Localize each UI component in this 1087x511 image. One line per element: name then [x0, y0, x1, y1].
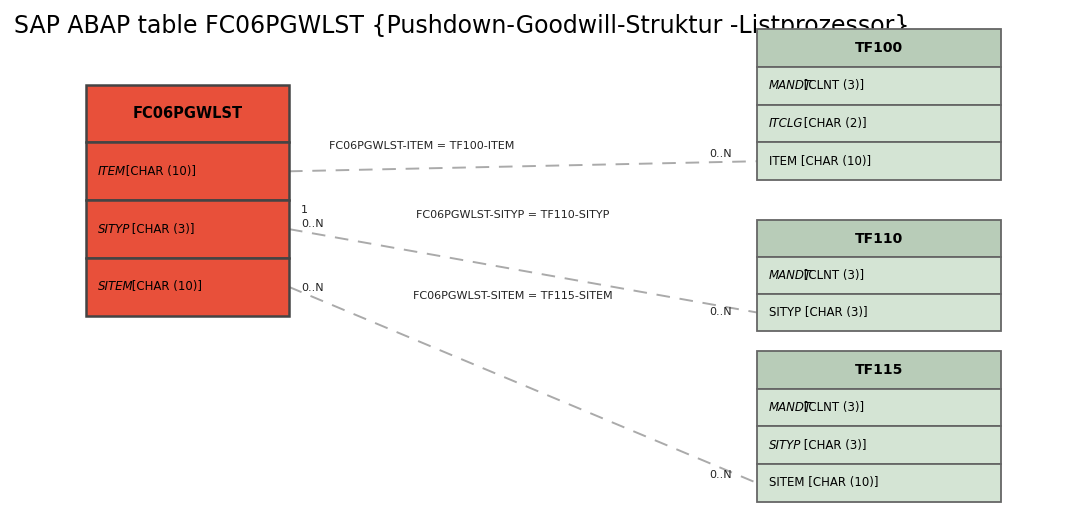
Text: SITEM [CHAR (10)]: SITEM [CHAR (10)]	[770, 476, 878, 490]
Text: ITEM [CHAR (10)]: ITEM [CHAR (10)]	[770, 155, 871, 168]
Text: 0..N: 0..N	[301, 219, 324, 229]
FancyBboxPatch shape	[757, 105, 1001, 143]
Text: SITYP: SITYP	[770, 439, 801, 452]
FancyBboxPatch shape	[86, 258, 289, 316]
Text: SITYP: SITYP	[98, 223, 130, 236]
Text: MANDT: MANDT	[770, 401, 812, 414]
FancyBboxPatch shape	[757, 29, 1001, 67]
Text: TF100: TF100	[854, 41, 903, 55]
FancyBboxPatch shape	[86, 85, 289, 143]
Text: MANDT: MANDT	[770, 79, 812, 92]
FancyBboxPatch shape	[757, 257, 1001, 294]
Text: TF115: TF115	[854, 363, 903, 377]
Text: 1: 1	[301, 205, 309, 215]
FancyBboxPatch shape	[757, 294, 1001, 331]
Text: ITEM: ITEM	[98, 165, 126, 178]
FancyBboxPatch shape	[757, 389, 1001, 426]
Text: [CHAR (3)]: [CHAR (3)]	[128, 223, 195, 236]
Text: ITCLG: ITCLG	[770, 117, 803, 130]
Text: TF110: TF110	[854, 232, 903, 246]
Text: 0..N: 0..N	[709, 471, 732, 480]
Text: [CHAR (10)]: [CHAR (10)]	[122, 165, 196, 178]
Text: [CLNT (3)]: [CLNT (3)]	[800, 79, 864, 92]
Text: 0..N: 0..N	[709, 149, 732, 159]
Text: SITYP [CHAR (3)]: SITYP [CHAR (3)]	[770, 306, 867, 319]
Text: 0..N: 0..N	[709, 308, 732, 317]
Text: FC06PGWLST-SITEM = TF115-SITEM: FC06PGWLST-SITEM = TF115-SITEM	[413, 291, 613, 301]
Text: FC06PGWLST-ITEM = TF100-ITEM: FC06PGWLST-ITEM = TF100-ITEM	[328, 141, 514, 151]
Text: FC06PGWLST: FC06PGWLST	[133, 106, 242, 121]
FancyBboxPatch shape	[757, 67, 1001, 105]
Text: [CLNT (3)]: [CLNT (3)]	[800, 269, 864, 282]
Text: SITEM: SITEM	[98, 281, 134, 293]
FancyBboxPatch shape	[86, 143, 289, 200]
FancyBboxPatch shape	[757, 143, 1001, 180]
FancyBboxPatch shape	[757, 351, 1001, 389]
FancyBboxPatch shape	[757, 426, 1001, 464]
Text: [CHAR (10)]: [CHAR (10)]	[128, 281, 202, 293]
Text: MANDT: MANDT	[770, 269, 812, 282]
FancyBboxPatch shape	[86, 200, 289, 258]
Text: SAP ABAP table FC06PGWLST {Pushdown-Goodwill-Struktur -Listprozessor}: SAP ABAP table FC06PGWLST {Pushdown-Good…	[14, 14, 910, 38]
Text: [CHAR (2)]: [CHAR (2)]	[800, 117, 866, 130]
Text: [CHAR (3)]: [CHAR (3)]	[800, 439, 866, 452]
FancyBboxPatch shape	[757, 464, 1001, 502]
Text: 0..N: 0..N	[301, 284, 324, 293]
Text: FC06PGWLST-SITYP = TF110-SITYP: FC06PGWLST-SITYP = TF110-SITYP	[416, 210, 610, 220]
FancyBboxPatch shape	[757, 220, 1001, 257]
Text: [CLNT (3)]: [CLNT (3)]	[800, 401, 864, 414]
